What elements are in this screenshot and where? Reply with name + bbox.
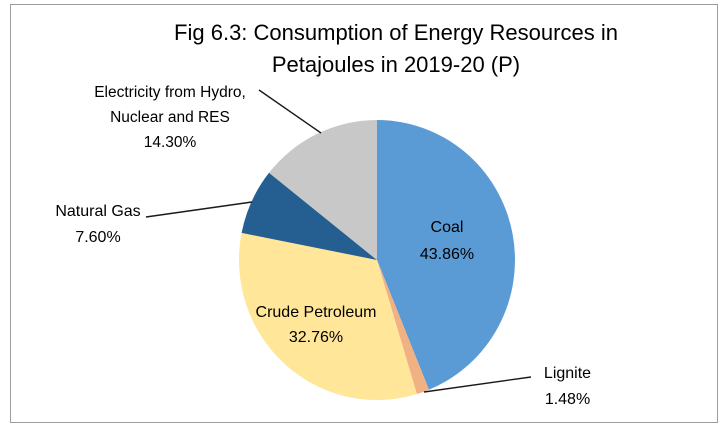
slice-label-lignite: Lignite 1.48%: [505, 361, 630, 413]
chart-title-line1: Fig 6.3: Consumption of Energy Resources…: [174, 20, 618, 45]
slice-label-coal: Coal 43.86%: [367, 214, 527, 268]
slice-label-crude-petroleum-pct: 32.76%: [288, 329, 344, 346]
pie-slices: [239, 120, 516, 400]
slice-label-electricity-pct: 14.30%: [143, 134, 197, 151]
slice-label-coal-pct: 43.86%: [419, 246, 475, 263]
slice-label-natural-gas-pct: 7.60%: [75, 229, 121, 246]
pie-slice-lignite: [377, 260, 429, 395]
slice-label-natural-gas-name: Natural Gas: [55, 203, 141, 220]
slice-label-natural-gas: Natural Gas 7.60%: [28, 199, 168, 251]
slice-label-lignite-pct: 1.48%: [544, 391, 591, 408]
slice-label-coal-name: Coal: [430, 219, 464, 236]
slice-label-crude-petroleum: Crude Petroleum 32.76%: [221, 300, 411, 350]
pie-slice-natural-gas: [241, 172, 377, 260]
pie-slice-coal: [377, 120, 516, 390]
pie-slice-crude-petroleum: [239, 232, 417, 400]
slice-label-lignite-name: Lignite: [543, 365, 592, 382]
slice-label-crude-petroleum-name: Crude Petroleum: [255, 304, 377, 321]
chart-title-line2: Petajoules in 2019-20 (P): [271, 52, 521, 77]
pie-slice-electricity-from-hydro-nuclear-and-res: [269, 120, 377, 260]
chart-title: Fig 6.3: Consumption of Energy Resources…: [66, 17, 724, 81]
leader-line-lignite: [423, 376, 532, 393]
slice-label-electricity: Electricity from Hydro, Nuclear and RES …: [85, 80, 255, 155]
slice-label-electricity-name: Electricity from Hydro, Nuclear and RES: [94, 84, 246, 126]
leader-line-natural-gas: [145, 201, 253, 218]
leader-line-electricity: [258, 89, 322, 134]
